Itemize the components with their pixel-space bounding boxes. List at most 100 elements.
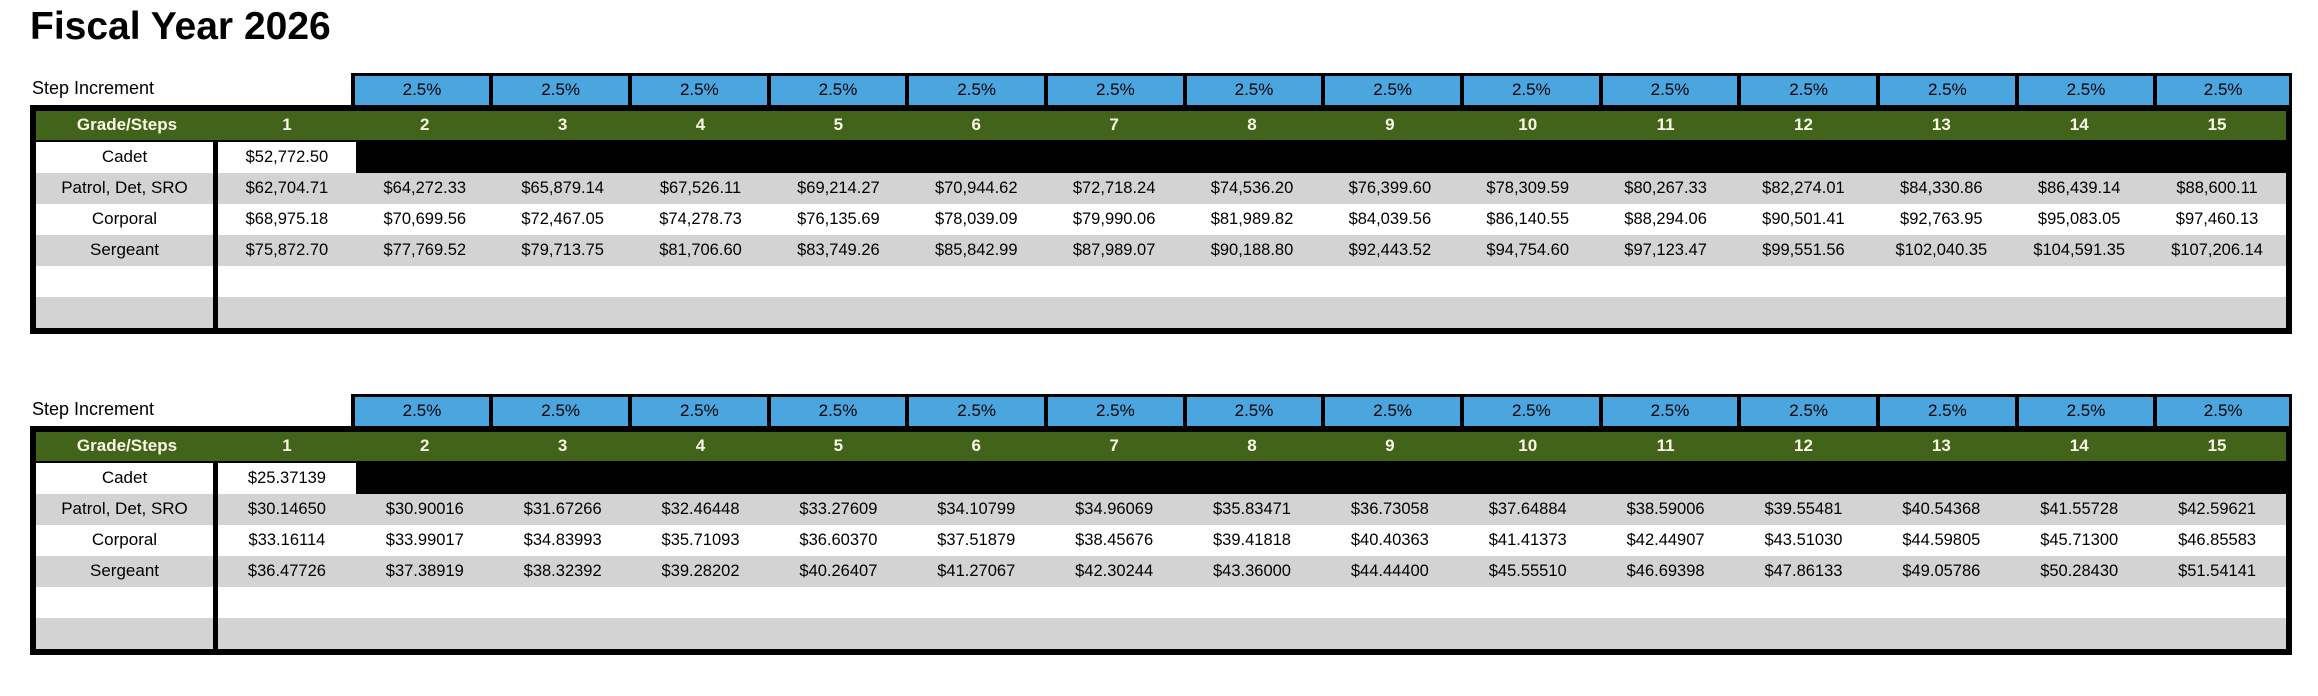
- increment-cell[interactable]: 2.5%: [628, 393, 767, 426]
- value-cell[interactable]: $31.67266: [493, 493, 632, 525]
- increment-cell[interactable]: 2.5%: [766, 393, 906, 426]
- value-cell[interactable]: $37.51879: [907, 524, 1046, 556]
- step-header[interactable]: 12: [1734, 431, 1873, 463]
- value-cell[interactable]: $39.55481: [1734, 493, 1873, 525]
- grade-label[interactable]: Corporal: [36, 203, 218, 235]
- value-cell[interactable]: $72,467.05: [493, 203, 632, 235]
- value-cell[interactable]: $102,040.35: [1872, 234, 2011, 266]
- value-cell[interactable]: $30.90016: [355, 493, 494, 525]
- step-header[interactable]: 7: [1045, 431, 1184, 463]
- value-cell[interactable]: $39.41818: [1183, 524, 1321, 556]
- step-header[interactable]: 15: [2148, 110, 2286, 142]
- step-header[interactable]: 6: [907, 431, 1046, 463]
- value-cell[interactable]: $34.83993: [493, 524, 632, 556]
- step-header[interactable]: 10: [1458, 431, 1597, 463]
- step-header[interactable]: 13: [1872, 431, 2011, 463]
- value-cell[interactable]: $97,123.47: [1596, 234, 1735, 266]
- value-cell[interactable]: $69,214.27: [769, 172, 908, 204]
- increment-cell[interactable]: 2.5%: [766, 72, 906, 105]
- value-cell[interactable]: $62,704.71: [218, 172, 356, 204]
- value-cell[interactable]: $25.37139: [218, 462, 356, 494]
- value-cell[interactable]: $92,443.52: [1320, 234, 1459, 266]
- value-cell[interactable]: $42.30244: [1045, 555, 1184, 587]
- step-header[interactable]: 5: [769, 110, 908, 142]
- value-cell[interactable]: $68,975.18: [218, 203, 356, 235]
- increment-cell[interactable]: 2.5%: [628, 72, 767, 105]
- step-header[interactable]: 10: [1458, 110, 1597, 142]
- increment-cell[interactable]: 2.5%: [2153, 393, 2292, 426]
- value-cell[interactable]: $94,754.60: [1458, 234, 1597, 266]
- value-cell[interactable]: $90,188.80: [1183, 234, 1321, 266]
- increment-cell[interactable]: 2.5%: [489, 72, 628, 105]
- grade-label[interactable]: Patrol, Det, SRO: [36, 493, 218, 525]
- increment-cell[interactable]: 2.5%: [1876, 72, 2015, 105]
- value-cell[interactable]: $37.38919: [355, 555, 494, 587]
- value-cell[interactable]: $81,706.60: [631, 234, 770, 266]
- step-header[interactable]: 11: [1596, 110, 1735, 142]
- value-cell[interactable]: $67,526.11: [631, 172, 770, 204]
- value-cell[interactable]: $40.26407: [769, 555, 908, 587]
- value-cell[interactable]: $75,872.70: [218, 234, 356, 266]
- grade-label[interactable]: Patrol, Det, SRO: [36, 172, 218, 204]
- value-cell[interactable]: $79,990.06: [1045, 203, 1184, 235]
- increment-cell[interactable]: 2.5%: [2153, 72, 2292, 105]
- grade-label[interactable]: Cadet: [36, 462, 218, 494]
- value-cell[interactable]: $40.40363: [1320, 524, 1459, 556]
- step-header[interactable]: 15: [2148, 431, 2286, 463]
- value-cell[interactable]: $35.83471: [1183, 493, 1321, 525]
- increment-cell[interactable]: 2.5%: [2014, 393, 2154, 426]
- value-cell[interactable]: $35.71093: [631, 524, 770, 556]
- value-cell[interactable]: $41.41373: [1458, 524, 1597, 556]
- step-header[interactable]: 6: [907, 110, 1046, 142]
- value-cell[interactable]: $81,989.82: [1183, 203, 1321, 235]
- value-cell[interactable]: $84,039.56: [1320, 203, 1459, 235]
- value-cell[interactable]: $82,274.01: [1734, 172, 1873, 204]
- grade-label[interactable]: Corporal: [36, 524, 218, 556]
- value-cell[interactable]: $97,460.13: [2148, 203, 2286, 235]
- value-cell[interactable]: $44.44400: [1320, 555, 1459, 587]
- increment-cell[interactable]: 2.5%: [1044, 393, 1183, 426]
- value-cell[interactable]: $33.16114: [218, 524, 356, 556]
- value-cell[interactable]: $41.55728: [2010, 493, 2149, 525]
- grade-label[interactable]: Cadet: [36, 141, 218, 173]
- value-cell[interactable]: $45.55510: [1458, 555, 1597, 587]
- step-header[interactable]: 9: [1320, 431, 1459, 463]
- increment-cell[interactable]: 2.5%: [905, 72, 1044, 105]
- value-cell[interactable]: $38.32392: [493, 555, 632, 587]
- increment-cell[interactable]: 2.5%: [1044, 72, 1183, 105]
- value-cell[interactable]: $74,278.73: [631, 203, 770, 235]
- value-cell[interactable]: $41.27067: [907, 555, 1046, 587]
- step-header[interactable]: 11: [1596, 431, 1735, 463]
- value-cell[interactable]: $99,551.56: [1734, 234, 1873, 266]
- value-cell[interactable]: $33.99017: [355, 524, 494, 556]
- value-cell[interactable]: $88,294.06: [1596, 203, 1735, 235]
- value-cell[interactable]: $50.28430: [2010, 555, 2149, 587]
- value-cell[interactable]: $72,718.24: [1045, 172, 1184, 204]
- value-cell[interactable]: $36.47726: [218, 555, 356, 587]
- value-cell[interactable]: $46.85583: [2148, 524, 2286, 556]
- step-header[interactable]: 14: [2010, 431, 2149, 463]
- value-cell[interactable]: $84,330.86: [1872, 172, 2011, 204]
- value-cell[interactable]: $77,769.52: [355, 234, 494, 266]
- value-cell[interactable]: $52,772.50: [218, 141, 356, 173]
- increment-cell[interactable]: 2.5%: [1321, 393, 1460, 426]
- value-cell[interactable]: $86,439.14: [2010, 172, 2149, 204]
- value-cell[interactable]: $80,267.33: [1596, 172, 1735, 204]
- value-cell[interactable]: $104,591.35: [2010, 234, 2149, 266]
- value-cell[interactable]: $76,399.60: [1320, 172, 1459, 204]
- increment-cell[interactable]: 2.5%: [350, 393, 490, 426]
- value-cell[interactable]: $74,536.20: [1183, 172, 1321, 204]
- step-header[interactable]: 8: [1183, 110, 1321, 142]
- increment-cell[interactable]: 2.5%: [350, 72, 490, 105]
- value-cell[interactable]: $78,039.09: [907, 203, 1046, 235]
- step-increment-label[interactable]: Step Increment: [30, 393, 212, 426]
- value-cell[interactable]: $64,272.33: [355, 172, 494, 204]
- step-header[interactable]: 1: [218, 110, 356, 142]
- step-header[interactable]: 9: [1320, 110, 1459, 142]
- value-cell[interactable]: $33.27609: [769, 493, 908, 525]
- value-cell[interactable]: $46.69398: [1596, 555, 1735, 587]
- value-cell[interactable]: $39.28202: [631, 555, 770, 587]
- step-header[interactable]: 2: [355, 431, 494, 463]
- step-header[interactable]: 3: [493, 431, 632, 463]
- increment-cell[interactable]: 2.5%: [1598, 393, 1738, 426]
